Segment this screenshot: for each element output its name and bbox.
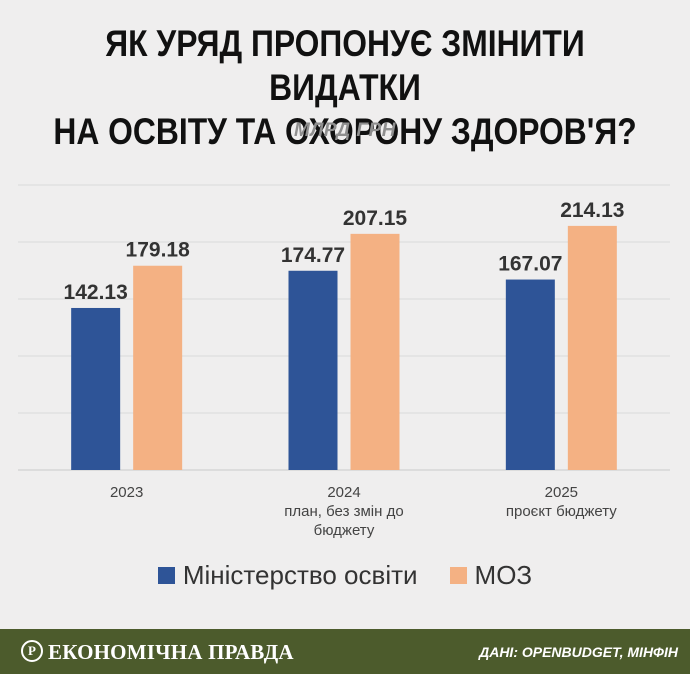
title-line-2: НА ОСВІТУ ТА ОХОРОНУ ЗДОРОВ'Я? — [53, 111, 637, 152]
category-label: 2024 — [327, 484, 360, 501]
legend-item-health: МОЗ — [449, 560, 533, 591]
data-label: 179.18 — [126, 239, 191, 262]
data-label: 174.77 — [281, 244, 345, 267]
bar-health — [350, 233, 400, 470]
bar-education — [288, 270, 338, 470]
category-label: проєкт бюджету — [506, 503, 617, 520]
bar-education — [71, 307, 121, 470]
category-label: 2025 — [545, 484, 578, 501]
data-label: 167.07 — [498, 253, 562, 276]
bar-education — [505, 279, 555, 470]
bar-chart: 142.13 179.18 2023 174.77 207.15 2024 план, бе… — [18, 184, 670, 539]
legend-item-education: Міністерство освіти — [157, 560, 418, 591]
title-line-1: ЯК УРЯД ПРОПОНУЄ ЗМІНИТИ ВИДАТКИ — [105, 23, 585, 108]
bar-health — [133, 265, 183, 470]
bar-health — [567, 225, 617, 470]
data-label: 214.13 — [560, 199, 624, 222]
category-label: бюджету — [314, 522, 375, 539]
legend-label-education: Міністерство освіти — [182, 560, 418, 590]
data-label: 142.13 — [64, 281, 128, 304]
data-label: 207.15 — [343, 207, 408, 230]
legend-swatch-education — [157, 567, 175, 584]
chart-title: ЯК УРЯД ПРОПОНУЄ ЗМІНИТИ ВИДАТКИ НА ОСВІ… — [48, 22, 641, 154]
brand-logo-icon: Р — [21, 640, 43, 662]
legend: Міністерство освіти МОЗ — [0, 560, 690, 591]
legend-label-health: МОЗ — [474, 560, 533, 590]
category-label: план, без змін до — [284, 503, 403, 520]
chart-subtitle: МЛРД ГРН — [294, 120, 396, 141]
footer-bar: Р ЕКОНОМІЧНА ПРАВДА ДАНІ: OPENBUDGET, МІ… — [0, 629, 690, 674]
category-label: 2023 — [110, 484, 143, 501]
brand-name: ЕКОНОМІЧНА ПРАВДА — [48, 640, 294, 664]
data-source: ДАНІ: OPENBUDGET, МІНФІН — [479, 644, 678, 660]
legend-swatch-health — [449, 567, 467, 584]
